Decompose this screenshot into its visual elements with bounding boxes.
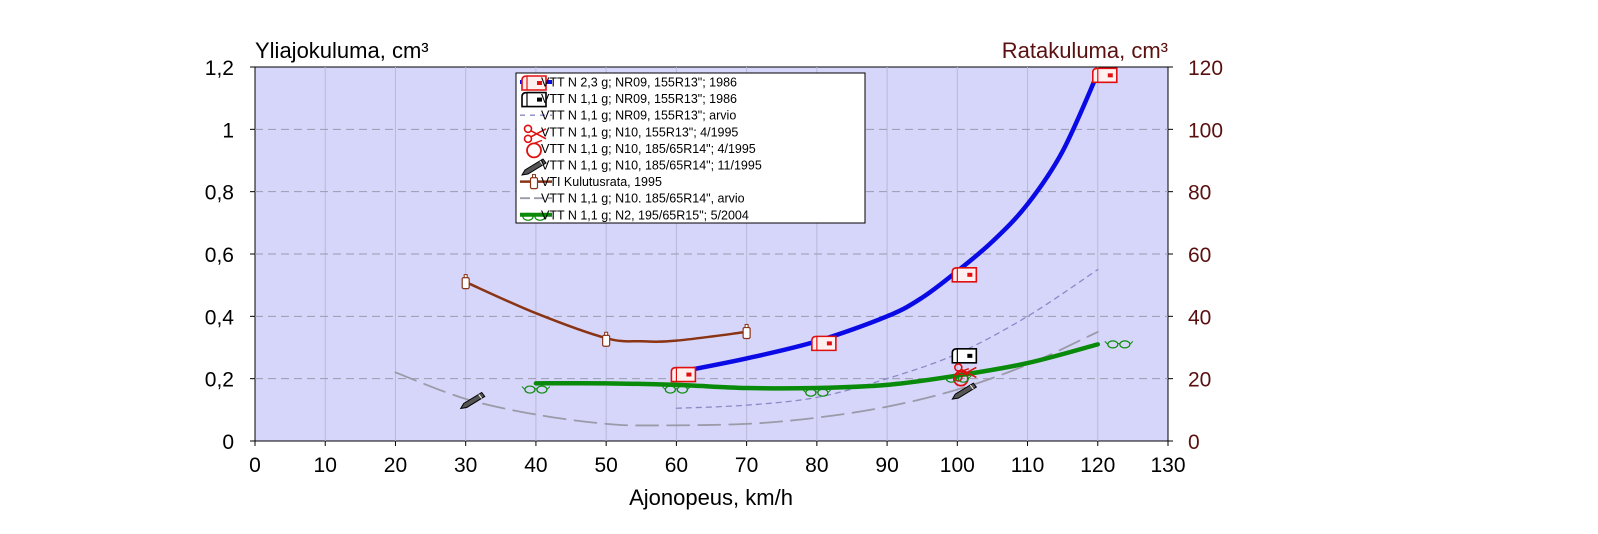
series-0-marker-2 [951,267,978,283]
x-tick-label: 80 [805,454,828,477]
legend-item-3: VTT N 1,1 g; N10, 155R13"; 4/1995 [523,124,738,144]
x-tick-label: 0 [249,454,261,477]
series-line-8 [533,342,1101,391]
y-right-tick-label: 40 [1188,306,1211,329]
legend-swatch-marker [521,91,547,108]
y-left-tick-label: 0,4 [205,306,235,329]
legend-label: VTT N 1,1 g; NR09, 155R13"; 1986 [541,92,737,106]
x-tick-label: 110 [1011,454,1044,477]
x-tick-label: 50 [594,454,617,477]
series-5-marker-1 [951,382,978,400]
x-tick-label: 60 [665,454,688,477]
y-right-tick-label: 60 [1188,244,1211,267]
legend: VTT N 2,3 g; NR09, 155R13"; 1986 VTT N 1,… [515,72,866,224]
y-left-tick-label: 1 [222,119,234,142]
legend-swatch-marker [521,75,547,91]
x-tick-label: 120 [1080,454,1115,477]
y-right-tick-label: 100 [1188,119,1223,142]
y-right-tick-label: 20 [1188,369,1211,392]
ticks: 0 10 20 30 40 50 60 70 80 90 100 110 120 13000,20,40,… [205,57,1223,477]
legend-item-6: VTI Kulutusrata, 1995 [520,174,662,190]
legend-label: VTT N 1,1 g; N10, 185/65R14"; 4/1995 [541,142,756,156]
series-layer [394,70,1101,427]
legend-label: VTT N 2,3 g; NR09, 155R13"; 1986 [541,76,737,90]
y-left-tick-label: 0,8 [205,182,234,205]
legend-label: VTT N 1,1 g; N10, 185/65R14"; 11/1995 [541,159,762,173]
x-tick-label: 10 [314,454,337,477]
legend-item-7: VTT N 1,1 g; N10. 185/65R14", arvio [520,192,745,206]
x-tick-label: 20 [384,454,407,477]
x-axis-title: Ajonopeus, km/h [629,485,793,510]
legend-label: VTI Kulutusrata, 1995 [541,175,662,189]
x-tick-label: 130 [1150,454,1185,477]
series-1-marker-0 [951,348,978,364]
legend-swatch-marker [521,158,547,176]
series-8-marker-2 [802,388,832,397]
legend-item-1: VTT N 1,1 g; NR09, 155R13"; 1986 [521,91,737,108]
legend-item-8: VTT N 1,1 g; N2, 195/65R15"; 5/2004 [519,208,749,222]
y-left-axis-title: Yliajokuluma, cm³ [255,38,429,63]
series-8-marker-3 [942,374,972,383]
x-tick-label: 90 [875,454,898,477]
x-tick-label: 100 [940,454,975,477]
legend-item-4: VTT N 1,1 g; N10, 185/65R14"; 4/1995 [526,139,756,159]
legend-label: VTT N 1,1 g; NR09, 155R13"; arvio [541,109,736,123]
y-right-axis-title: Ratakuluma, cm³ [1002,38,1168,63]
y-left-tick-label: 0 [222,431,234,454]
legend-swatch-marker [529,174,539,190]
y-right-tick-label: 120 [1188,57,1223,80]
series-8-marker-4 [1104,340,1134,349]
y-right-tick-label: 0 [1188,431,1200,454]
series-0-marker-3 [1091,67,1118,84]
legend-label: VTT N 1,1 g; N10. 185/65R14", arvio [541,192,745,206]
x-tick-label: 30 [454,454,477,477]
y-right-tick-label: 80 [1188,182,1211,205]
legend-item-5: VTT N 1,1 g; N10, 185/65R14"; 11/1995 [521,158,762,176]
series-6-marker-0 [461,274,470,290]
series-line-2 [675,268,1099,409]
series-8-marker-0 [521,385,551,394]
legend-swatch-marker [519,212,549,221]
x-tick-label: 70 [735,454,758,477]
series-0-marker-1 [811,335,837,352]
series-line-0 [674,70,1101,375]
legend-item-2: VTT N 1,1 g; NR09, 155R13"; arvio [520,109,736,123]
series-5-marker-0 [459,391,486,410]
y-left-tick-label: 1,2 [205,57,234,80]
series-0-marker-0 [670,366,697,383]
y-left-tick-label: 0,2 [205,369,234,392]
legend-swatch-marker [523,124,547,144]
series-6-marker-2 [742,323,751,340]
legend-box [515,72,866,224]
series-line-7 [394,331,1099,427]
legend-label: VTT N 1,1 g; N10, 155R13"; 4/1995 [541,125,738,139]
markers-layer [459,67,1134,410]
y-left-tick-label: 0,6 [205,244,234,267]
legend-item-0: VTT N 2,3 g; NR09, 155R13"; 1986 [520,75,737,91]
series-6-marker-1 [602,331,611,347]
series-line-6 [464,280,748,343]
legend-label: VTT N 1,1 g; N2, 195/65R15"; 5/2004 [541,208,749,222]
legend-swatch-marker [526,139,543,159]
x-tick-label: 40 [524,454,547,477]
series-8-marker-1 [662,385,691,394]
